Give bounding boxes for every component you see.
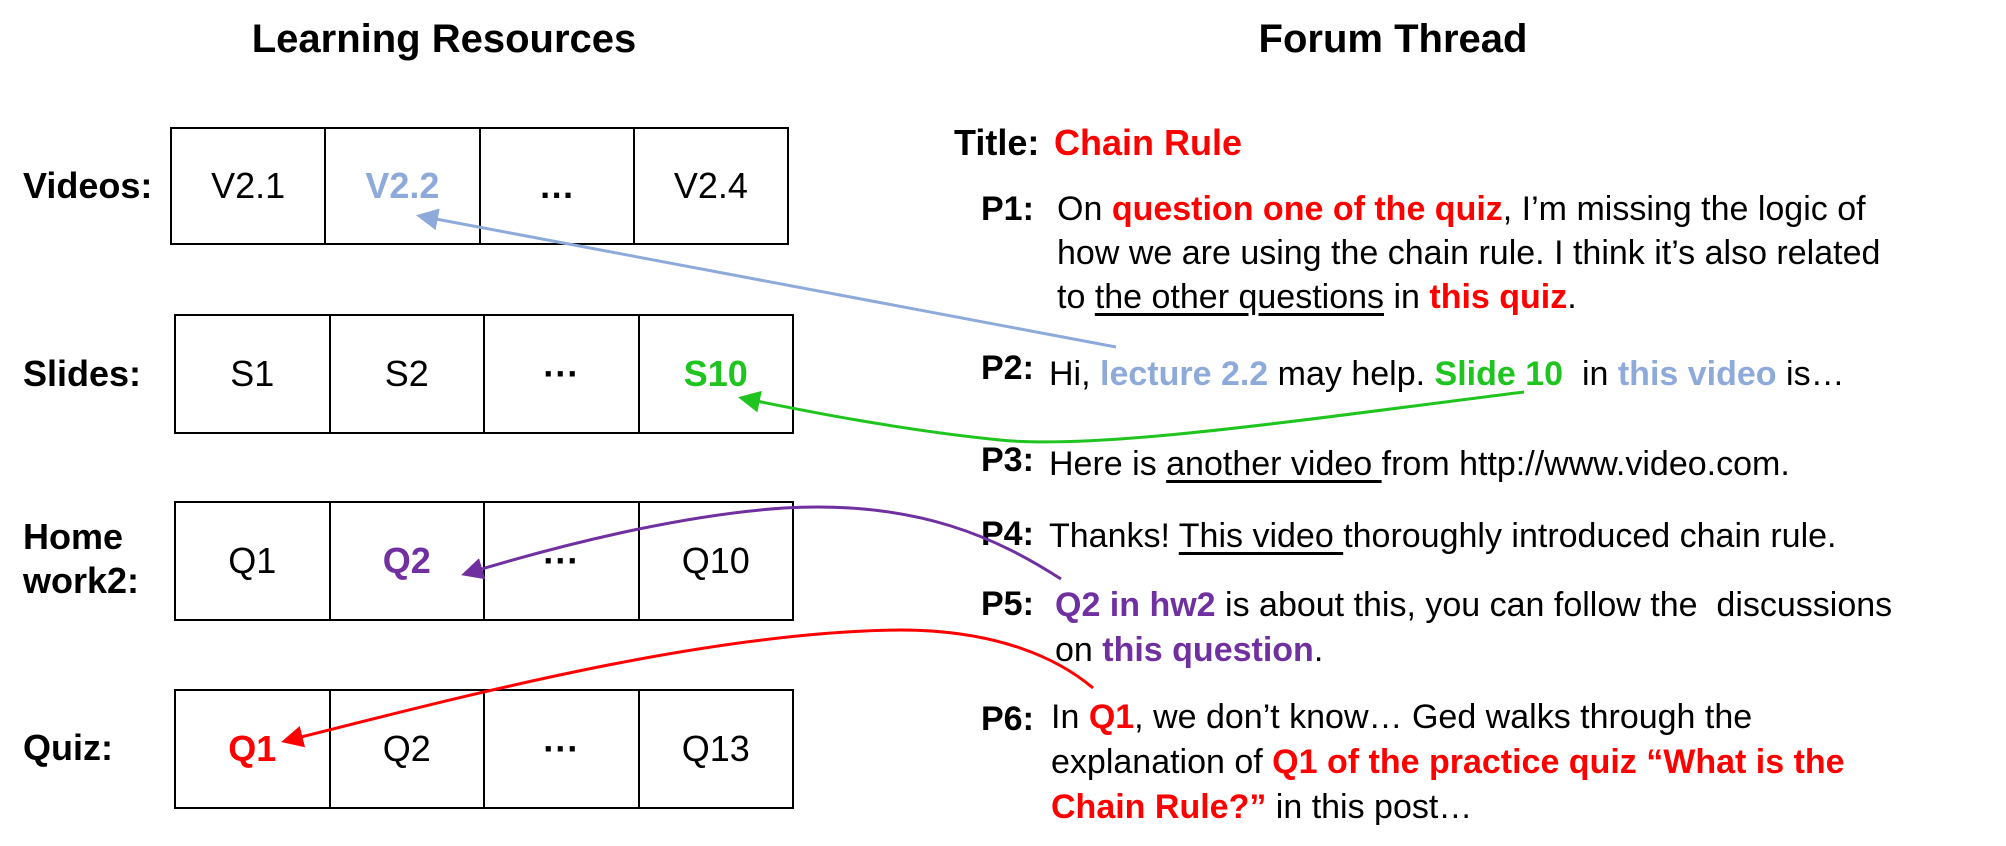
post-line: In Q1, we don’t know… Ged walks through … xyxy=(1051,697,1752,737)
text: , we don’t know… Ged walks through the xyxy=(1134,698,1753,736)
text: is about this, you can follow the discus… xyxy=(1215,586,1893,624)
highlight: Q1 xyxy=(1088,698,1135,736)
post-line: Q2 in hw2 is about this, you can follow … xyxy=(1055,585,1892,625)
text: On xyxy=(1057,190,1112,228)
title-label: Title: xyxy=(954,122,1040,163)
underlined: the other questions xyxy=(1094,278,1385,316)
highlight: Q1 of the practice quiz “What is the xyxy=(1272,743,1845,781)
post-line: Here is another video from http://www.vi… xyxy=(1049,444,1790,484)
thread-title: Chain Rule xyxy=(1054,122,1243,163)
cell: S1 xyxy=(230,353,275,394)
arrow xyxy=(738,390,1525,444)
text: Thanks! xyxy=(1049,517,1179,555)
underlined: This video xyxy=(1178,517,1344,555)
cell: V2.2 xyxy=(324,129,478,243)
cell: V2.4 xyxy=(632,129,787,243)
resource-row: V2.1 V2.2 … V2.4 xyxy=(170,127,789,245)
post-line: Chain Rule?” in this post… xyxy=(1051,787,1472,827)
text: , I’m missing the logic of xyxy=(1502,190,1866,228)
text: on xyxy=(1055,631,1103,669)
left-title: Learning Resources xyxy=(251,17,637,61)
text: may help. xyxy=(1268,355,1435,393)
post-line: Thanks! This video thoroughly introduced… xyxy=(1049,516,1837,556)
highlight: this quiz xyxy=(1429,278,1568,316)
post-label: P4: xyxy=(981,515,1034,553)
text: in xyxy=(1384,278,1430,316)
arrow xyxy=(416,208,1117,349)
row-label: Home xyxy=(23,516,124,557)
cell: Q13 xyxy=(637,691,793,807)
post-line: explanation of Q1 of the practice quiz “… xyxy=(1051,742,1845,782)
cell: ··· xyxy=(483,691,638,807)
row-label: work2: xyxy=(23,560,140,601)
post-label: P3: xyxy=(981,441,1034,479)
arrow xyxy=(281,628,1094,748)
post-line: Hi, lecture 2.2 may help. Slide 10 in th… xyxy=(1049,354,1845,394)
cell: V2.1 xyxy=(211,165,286,206)
text: in this post… xyxy=(1266,788,1473,826)
row-label: Quiz: xyxy=(23,727,113,768)
highlight: Chain Rule?” xyxy=(1051,788,1267,826)
cell: ··· xyxy=(483,316,638,432)
text: In xyxy=(1051,698,1089,736)
post-label: P5: xyxy=(981,585,1034,623)
text: . xyxy=(1567,278,1577,316)
highlight: Q2 in hw2 xyxy=(1055,586,1216,624)
underlined: another video xyxy=(1166,445,1382,483)
right-title: Forum Thread xyxy=(1258,17,1528,61)
text: explanation of xyxy=(1051,743,1273,781)
cell: Q2 xyxy=(328,503,484,619)
text: Here is xyxy=(1049,445,1167,483)
text: in xyxy=(1563,355,1618,393)
cell: S10 xyxy=(637,316,793,432)
post-line: On question one of the quiz, I’m missing… xyxy=(1057,189,1866,229)
text: from http://www.video.com. xyxy=(1381,445,1790,483)
highlight: Slide 10 xyxy=(1434,355,1564,393)
arrow xyxy=(461,505,1062,581)
row-label: Videos: xyxy=(23,165,153,206)
cell: Q1 xyxy=(228,728,277,769)
highlight: this question xyxy=(1102,631,1314,669)
cell: S2 xyxy=(328,316,484,432)
row-label: Slides: xyxy=(23,353,142,394)
highlight: question one of the quiz xyxy=(1111,190,1503,228)
post-line: on this question. xyxy=(1055,630,1323,670)
resource-row: Q1 Q2 ··· Q13 xyxy=(174,689,794,809)
text: how we are using the chain rule. I think… xyxy=(1057,234,1881,272)
cell: Q2 xyxy=(328,691,484,807)
text: thoroughly introduced chain rule. xyxy=(1343,517,1837,555)
cell: Q1 xyxy=(228,540,277,581)
post-label: P1: xyxy=(981,190,1034,228)
cell: Q10 xyxy=(637,503,793,619)
post-line: how we are using the chain rule. I think… xyxy=(1057,233,1880,273)
post-line: to the other questions in this quiz. xyxy=(1057,277,1577,317)
text: Hi, xyxy=(1049,355,1100,393)
post-label: P6: xyxy=(981,700,1034,738)
text: is… xyxy=(1776,355,1845,393)
highlight: this video xyxy=(1617,355,1777,393)
resource-row: S1 S2 ··· S10 xyxy=(174,314,794,434)
highlight: lecture 2.2 xyxy=(1100,355,1269,393)
text: to xyxy=(1057,278,1095,316)
text: . xyxy=(1313,631,1324,669)
cell: … xyxy=(478,129,633,243)
post-label: P2: xyxy=(981,349,1034,387)
